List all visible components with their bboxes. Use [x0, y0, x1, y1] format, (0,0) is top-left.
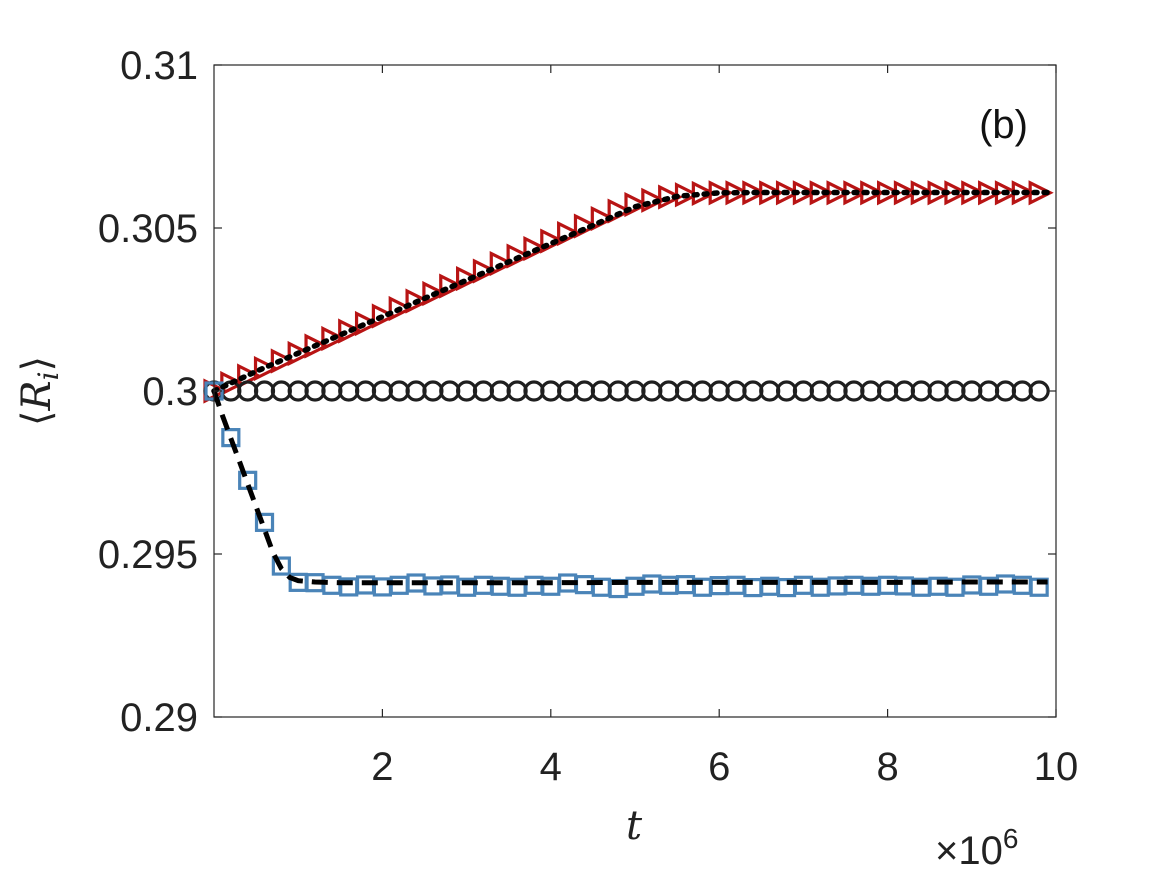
data-point-square [844, 575, 864, 595]
data-point-square [524, 575, 544, 595]
data-point-triangle [523, 235, 549, 262]
tick-layer: 2 4 6 8 10 0.29 0.295 0.3 0.305 0.31 [98, 44, 1078, 789]
y-tick-label: 0.31 [120, 44, 198, 88]
data-point-triangle [456, 265, 482, 292]
data-point-triangle [253, 355, 280, 382]
y-tick-label: 0.305 [98, 207, 198, 251]
x-axis-multiplier: ×106 [935, 823, 1018, 873]
x-tick-label: 4 [540, 745, 562, 789]
y-axis-label-sub: i [32, 371, 65, 380]
data-point-triangle [708, 180, 734, 206]
x-axis-multiplier-base: ×10 [935, 829, 1003, 873]
data-point-triangle [489, 250, 515, 277]
data-point-square [254, 512, 275, 532]
y-tick-label: 0.3 [142, 370, 198, 414]
data-point-square [877, 575, 898, 595]
data-point-square [659, 575, 679, 595]
data-point-triangle [557, 220, 583, 247]
x-axis-multiplier-exponent: 6 [1003, 823, 1019, 854]
series-line-dashed [211, 390, 1048, 586]
data-point-triangle [540, 228, 566, 254]
data-point-triangle [506, 243, 532, 269]
data-point-triangle [759, 180, 785, 206]
data-point-square [221, 428, 241, 448]
data-point-triangle [405, 288, 431, 314]
svg-text:⟨Ri⟩: ⟨Ri⟩ [14, 356, 65, 426]
data-point-square [389, 575, 409, 595]
data-point-triangle [641, 187, 667, 213]
y-tick-label: 0.29 [120, 696, 198, 740]
data-point-square [726, 575, 746, 595]
x-tick-label: 10 [1034, 745, 1079, 789]
data-point-square [271, 556, 291, 576]
data-point-triangle [439, 273, 465, 299]
data-point-square [473, 575, 494, 595]
data-point-triangle [1028, 180, 1054, 206]
data-point-square [793, 575, 814, 595]
data-point-triangle [388, 295, 414, 322]
y-axis-label: ⟨Ri⟩ [14, 356, 65, 426]
data-point-square [1029, 577, 1049, 597]
data-point-triangle [809, 180, 835, 206]
data-point-triangle [338, 318, 364, 344]
y-axis-label-open: ⟨ [14, 411, 60, 427]
x-tick-label: 6 [708, 745, 730, 789]
data-point-triangle [287, 340, 313, 367]
data-point-triangle [422, 280, 448, 307]
data-point-square [322, 575, 342, 595]
y-axis-label-main: R [14, 380, 60, 411]
x-tick-label: 2 [371, 745, 393, 789]
series-layer [203, 180, 1054, 599]
data-point-triangle [624, 191, 650, 218]
data-point-triangle [270, 348, 296, 374]
data-point-triangle [658, 184, 684, 210]
data-point-triangle [354, 310, 381, 337]
data-point-triangle [304, 333, 330, 359]
data-point-triangle [472, 258, 499, 284]
series-triangle-right [203, 180, 1054, 404]
series-line-dotted [211, 189, 1051, 394]
y-axis-label-close: ⟩ [14, 356, 60, 372]
x-tick-label: 8 [876, 745, 898, 789]
panel-label: (b) [979, 103, 1028, 147]
series-square [204, 381, 1049, 599]
x-axis-label: t [626, 803, 643, 849]
data-point-square [962, 575, 982, 595]
data-point-triangle [371, 303, 397, 329]
series-circle [203, 380, 1050, 402]
y-tick-label: 0.295 [98, 533, 198, 577]
data-point-triangle [321, 325, 347, 352]
